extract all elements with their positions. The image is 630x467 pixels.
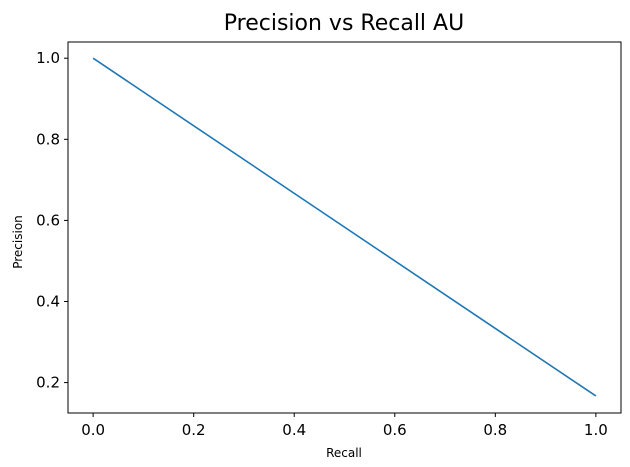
chart-title: Precision vs Recall AU — [224, 11, 464, 36]
x-tick-label: 0.8 — [483, 421, 507, 439]
y-axis-label: Precision — [11, 215, 25, 269]
series-line-0 — [92, 57, 597, 397]
x-tick-label: 1.0 — [584, 421, 608, 439]
y-tick-label: 1.0 — [36, 49, 60, 67]
y-tick-label: 0.8 — [36, 130, 60, 148]
x-axis-label: Recall — [326, 446, 362, 460]
x-tick-label: 0.0 — [81, 421, 105, 439]
plot-area: 0.0 0.2 0.4 0.6 0.8 1.0 0.2 0.4 0.6 0.8 1.0 — [36, 41, 622, 439]
y-tick-label: 0.4 — [36, 292, 60, 310]
x-tick-label: 0.6 — [383, 421, 407, 439]
x-tick-label: 0.4 — [282, 421, 306, 439]
y-tick-label: 0.6 — [36, 211, 60, 229]
x-tick-label: 0.2 — [182, 421, 206, 439]
y-tick-label: 0.2 — [36, 374, 60, 392]
plot-frame — [67, 41, 622, 414]
